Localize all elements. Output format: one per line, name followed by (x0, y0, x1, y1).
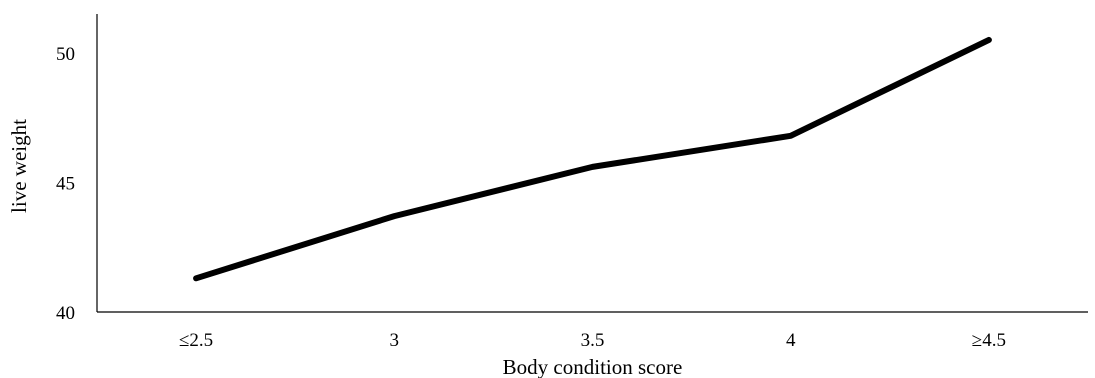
series-group (193, 36, 992, 282)
x-tick-labels: ≤2.5 3 3.5 4 ≥4.5 (179, 330, 1006, 351)
x-tick-label: 4 (786, 330, 796, 351)
y-axis-title: live weight (7, 119, 31, 213)
x-axis-title: Body condition score (503, 355, 683, 378)
y-tick-label: 40 (56, 303, 75, 324)
y-tick-label: 50 (56, 44, 75, 65)
x-tick-label: ≥4.5 (972, 330, 1006, 351)
x-tick-label: 3.5 (581, 330, 605, 351)
x-tick-label: ≤2.5 (179, 330, 213, 351)
axes (96, 14, 1088, 313)
y-tick-labels: 40 45 50 (56, 44, 75, 324)
y-tick-label: 45 (56, 173, 75, 194)
x-tick-label: 3 (390, 330, 400, 351)
series-line (193, 36, 992, 282)
